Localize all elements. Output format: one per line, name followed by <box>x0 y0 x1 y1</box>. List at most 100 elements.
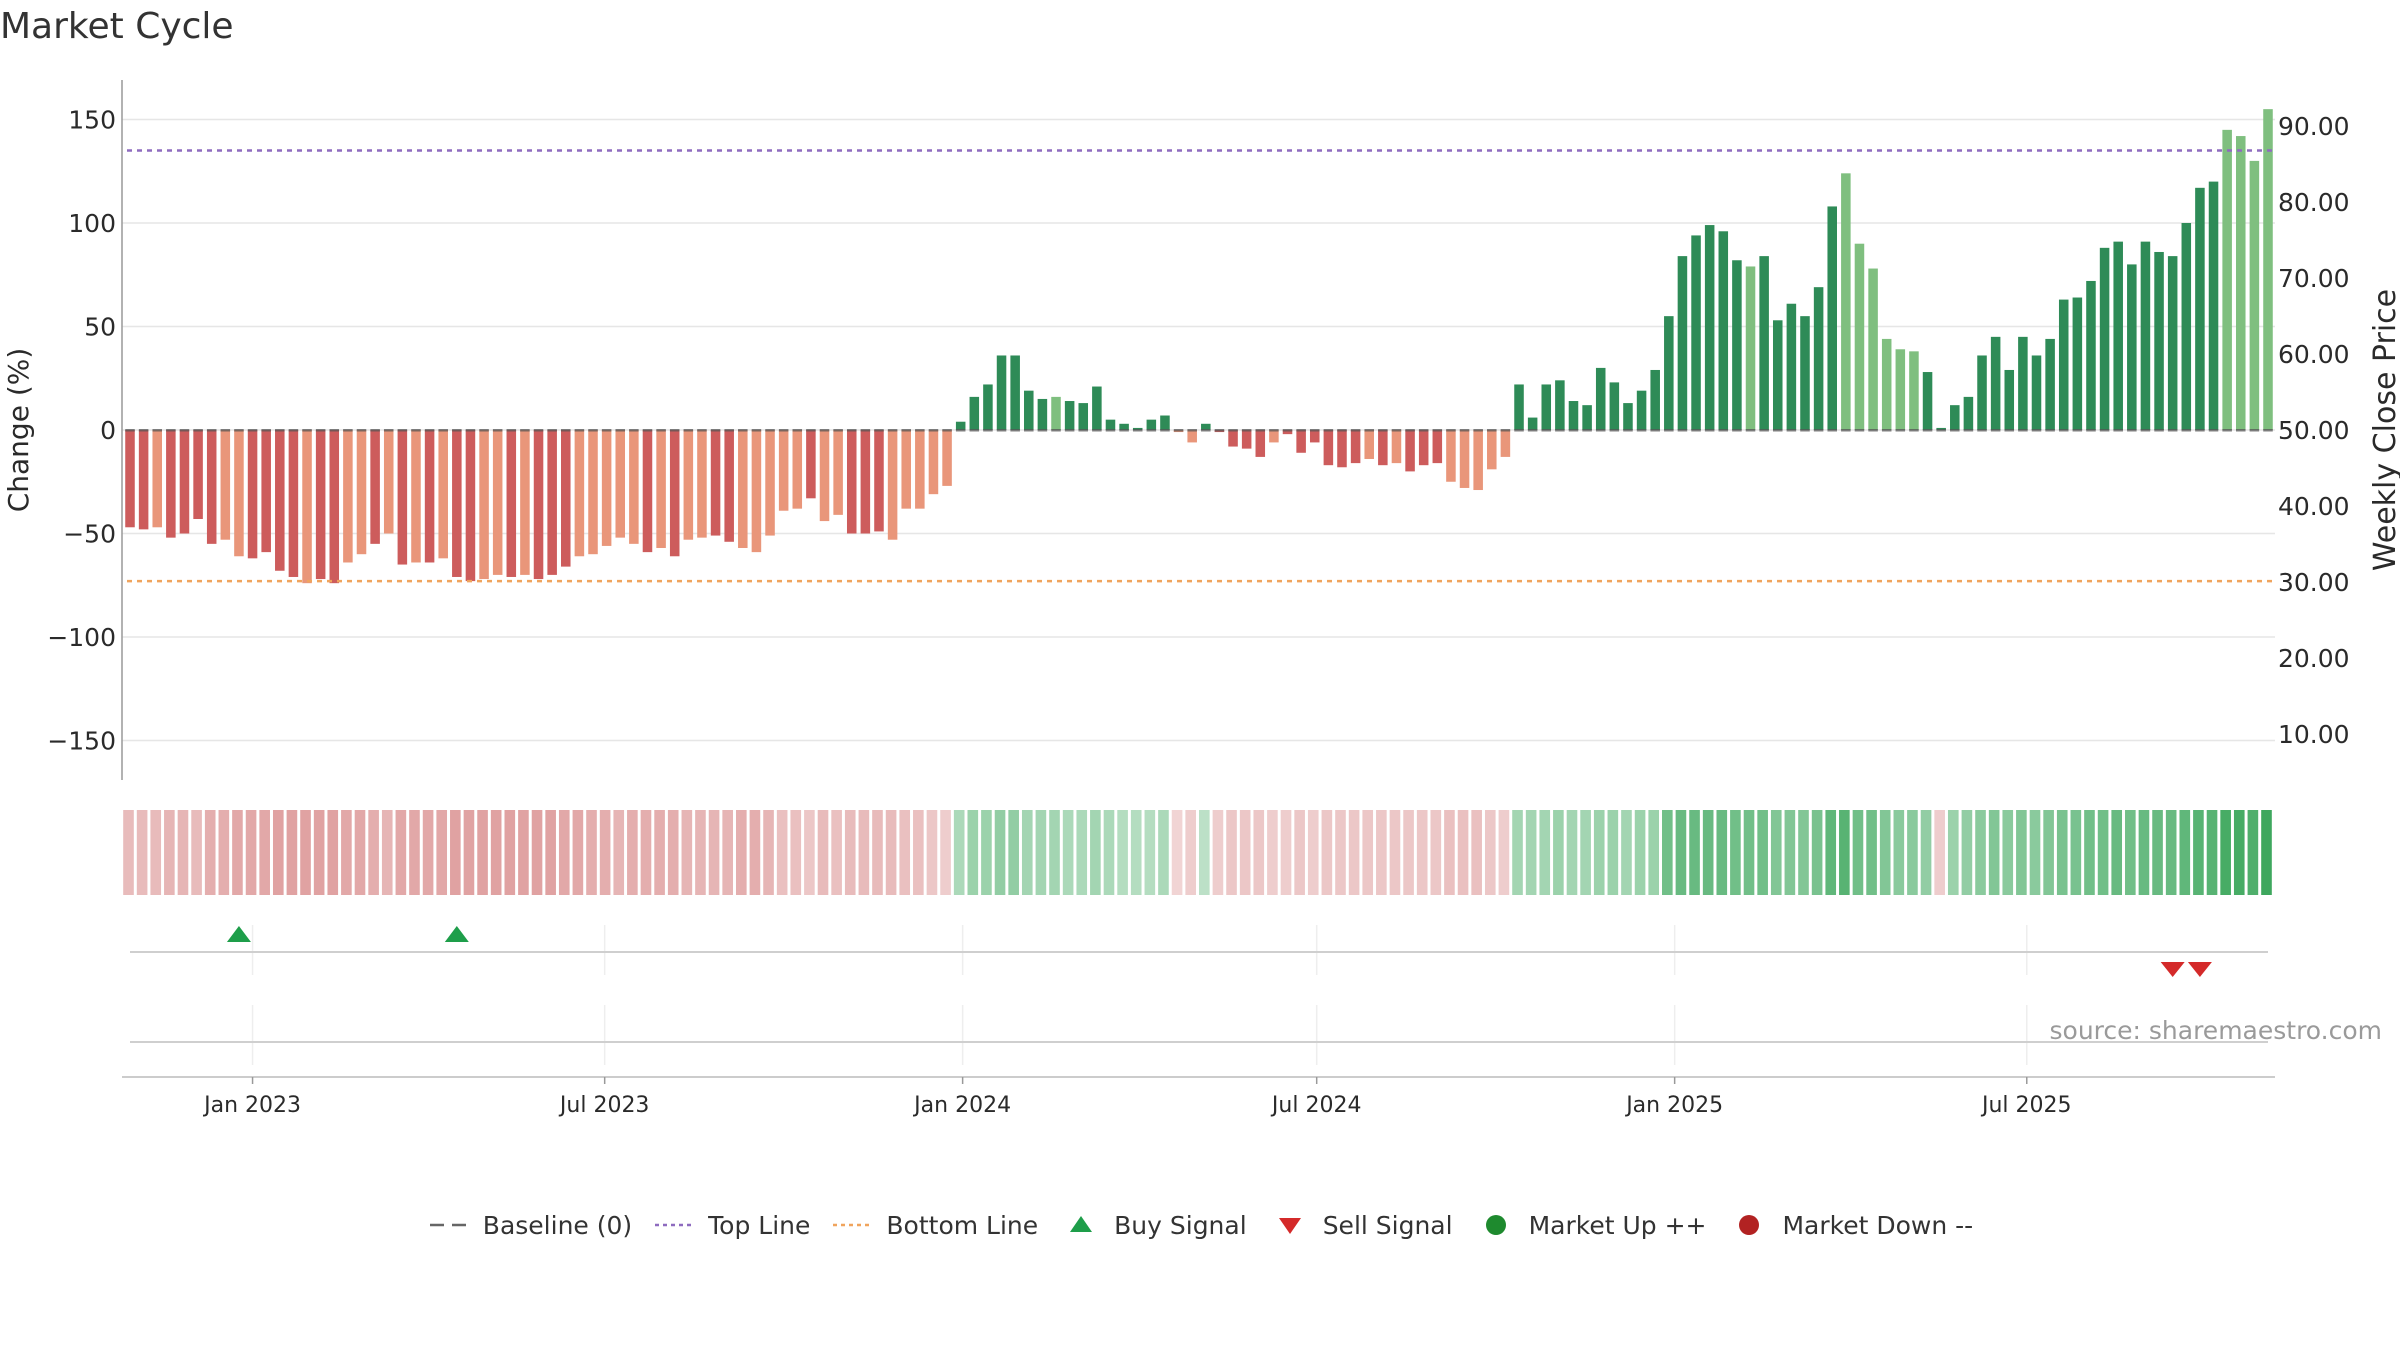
baseline-tick <box>193 429 203 432</box>
strip-cell <box>1988 810 2000 895</box>
strip-cell <box>245 810 257 895</box>
strip-cell <box>1185 810 1196 895</box>
x-tick-label: Jan 2024 <box>912 1093 1011 1118</box>
chart-title: Market Cycle <box>0 6 234 47</box>
baseline-tick <box>983 429 993 432</box>
change-bar <box>1895 349 1906 430</box>
strip-cell <box>1321 810 1333 895</box>
legend-swatch-dot <box>1485 1215 1506 1235</box>
strip-cell <box>1961 810 1973 895</box>
change-bar <box>1064 401 1075 430</box>
baseline-tick <box>411 429 421 432</box>
change-bar <box>1541 384 1552 430</box>
baseline-tick <box>574 429 585 432</box>
strip-cell <box>232 810 243 895</box>
change-bar <box>683 430 694 540</box>
baseline-tick <box>765 429 775 432</box>
strip-cell <box>1348 810 1360 895</box>
baseline-tick <box>601 429 612 432</box>
strip-cell <box>436 810 448 895</box>
change-bar <box>2099 247 2110 430</box>
strip-cell <box>1253 810 1265 895</box>
strip-cell <box>1879 810 1891 895</box>
change-bar <box>356 430 367 555</box>
right-tick-label: 60.00 <box>2278 340 2350 369</box>
sell-signal-marker <box>2187 962 2212 977</box>
strip-cell <box>1444 810 1455 895</box>
baseline-tick <box>1841 429 1851 432</box>
change-bar <box>438 430 448 559</box>
baseline-tick <box>1500 429 1511 432</box>
baseline-tick <box>806 429 816 432</box>
strip-cell <box>940 810 951 895</box>
strip-cell <box>1199 810 1210 895</box>
baseline-tick <box>533 429 544 432</box>
right-tick-label: 20.00 <box>2278 644 2350 673</box>
baseline-tick <box>383 429 394 432</box>
baseline-tick <box>452 429 462 432</box>
strip-cell <box>763 810 774 895</box>
baseline-tick <box>465 429 476 432</box>
baseline-tick <box>424 429 435 432</box>
baseline-tick <box>887 429 898 432</box>
strip-cell <box>1866 810 1877 895</box>
change-bar <box>220 430 231 540</box>
baseline-tick <box>588 429 598 432</box>
left-axis-label: Change (%) <box>2 348 35 513</box>
change-bar <box>1446 430 1456 482</box>
baseline-tick <box>1636 429 1647 432</box>
strip-cell <box>1553 810 1564 895</box>
change-bar <box>1201 423 1211 430</box>
strip-cell <box>218 810 230 895</box>
baseline-tick <box>1977 429 1987 432</box>
baseline-tick <box>2249 429 2260 432</box>
strip-cell <box>681 810 693 895</box>
change-bar <box>424 430 435 563</box>
baseline-tick <box>1854 429 1865 432</box>
baseline-tick <box>2235 429 2246 432</box>
left-tick-label: 0 <box>100 416 116 445</box>
strip-cell <box>1839 810 1850 895</box>
legend-label: Market Up ++ <box>1528 1210 1707 1240</box>
strip-cell <box>572 810 584 895</box>
strip-cell <box>981 810 992 895</box>
change-bar <box>2004 369 2015 430</box>
change-bar <box>629 430 639 544</box>
strip-cell <box>1757 810 1768 895</box>
legend-label: Top Line <box>708 1210 811 1240</box>
strip-cell <box>2070 810 2082 895</box>
change-bar <box>2072 297 2083 430</box>
strip-cell <box>1621 810 1632 895</box>
strip-cell <box>1021 810 1033 895</box>
change-bar <box>1568 401 1579 430</box>
change-bar <box>2058 299 2069 430</box>
strip-cell <box>1893 810 1905 895</box>
strip-cell <box>531 810 543 895</box>
baseline-tick <box>1868 429 1878 432</box>
change-bar <box>2235 136 2246 430</box>
baseline-tick <box>1881 429 1892 432</box>
change-bar <box>261 430 271 553</box>
baseline-tick <box>1378 429 1388 432</box>
legend-dot <box>1739 1215 1760 1235</box>
strip-cell <box>1539 810 1551 895</box>
change-bar <box>206 430 217 544</box>
strip-cell <box>286 810 298 895</box>
change-bar <box>983 384 993 430</box>
strip-cell <box>654 810 665 895</box>
baseline-tick <box>356 429 367 432</box>
strip-cell <box>477 810 488 895</box>
change-bar <box>1432 430 1443 464</box>
baseline-tick <box>166 429 176 432</box>
baseline-tick <box>479 429 489 432</box>
change-bar <box>1854 243 1865 430</box>
change-bar <box>1977 355 1987 430</box>
change-bar <box>792 430 803 509</box>
change-bar <box>738 430 748 548</box>
strip-cell <box>1648 810 1660 895</box>
strip-cell <box>1634 810 1646 895</box>
change-bar <box>1881 338 1892 430</box>
change-bar <box>1364 430 1374 459</box>
baseline-tick <box>1745 429 1756 432</box>
baseline-tick <box>492 429 503 432</box>
